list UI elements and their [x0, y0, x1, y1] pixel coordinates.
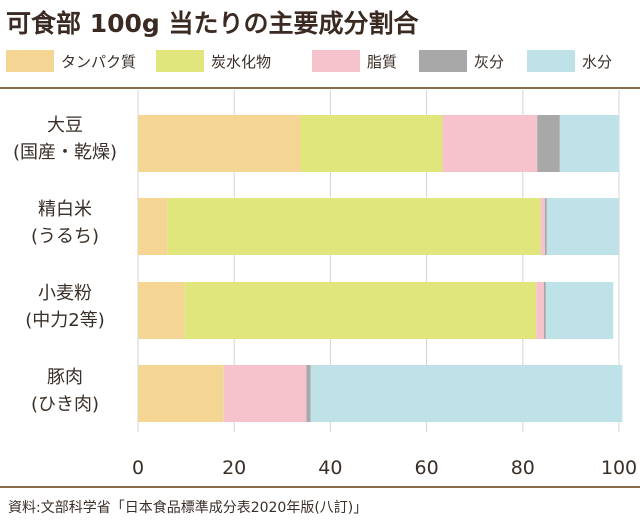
bar-segment-pork-protein [138, 365, 224, 422]
legend: タンパク質 炭水化物 脂質 灰分 水分 [6, 50, 612, 72]
bar-segment-flour-fat [536, 282, 544, 339]
legend-item-ash: 灰分 [419, 50, 527, 72]
legend-item-fat: 脂質 [312, 50, 419, 72]
category-label-soybean-line2: (国産・乾燥) [12, 142, 118, 163]
bar-segment-pork-fat [223, 365, 307, 422]
bar-segment-soybean-protein [138, 115, 301, 172]
bar-segment-flour-carbohydrate [184, 282, 537, 339]
legend-label-water: 水分 [582, 52, 613, 71]
legend-label-carbohydrate: 炭水化物 [211, 52, 272, 71]
category-label-soybean: 大豆 (国産・乾燥) [0, 112, 130, 166]
top-rule [0, 87, 640, 89]
legend-item-carbohydrate: 炭水化物 [156, 50, 312, 72]
x-tick-label-0: 0 [132, 457, 144, 479]
bar-segment-rice-water [546, 198, 619, 255]
category-label-soybean-line1: 大豆 [47, 115, 83, 136]
bar-segment-flour-water [545, 282, 614, 339]
bar-segment-soybean-ash [537, 115, 560, 172]
category-label-pork: 豚肉 (ひき肉) [0, 364, 130, 418]
x-tick-label-60: 60 [415, 457, 439, 479]
legend-item-protein: タンパク質 [6, 50, 156, 72]
chart-title: 可食部 100g 当たりの主要成分割合 [6, 9, 419, 38]
x-tick-label-40: 40 [318, 457, 342, 479]
legend-swatch-ash [419, 50, 467, 72]
legend-swatch-protein [6, 50, 54, 72]
category-label-rice: 精白米 (うるち) [0, 196, 130, 250]
bar-segment-rice-fat [540, 198, 545, 255]
category-label-pork-line2: (ひき肉) [30, 394, 100, 415]
x-tick-label-20: 20 [222, 457, 246, 479]
bar-segment-soybean-water [559, 115, 620, 172]
legend-swatch-water [527, 50, 575, 72]
bar-segment-flour-protein [138, 282, 185, 339]
x-tick-label-80: 80 [511, 457, 535, 479]
legend-label-fat: 脂質 [367, 52, 398, 71]
legend-label-protein: タンパク質 [61, 52, 137, 71]
legend-swatch-fat [312, 50, 360, 72]
stacked-bar-chart: 0 20 40 60 80 100 [132, 90, 637, 479]
bar-segment-soybean-fat [442, 115, 538, 172]
bar-segment-pork-ash [306, 365, 311, 422]
legend-swatch-carbohydrate [156, 50, 204, 72]
bar-segment-flour-ash [543, 282, 546, 339]
bar-segment-rice-carbohydrate [167, 198, 541, 255]
category-label-rice-line1: 精白米 [38, 199, 92, 220]
category-label-flour-line2: (中力2等) [25, 310, 105, 331]
category-label-flour: 小麦粉 (中力2等) [0, 280, 130, 334]
legend-item-water: 水分 [527, 50, 612, 72]
source-footnote: 資料:文部科学省「日本食品標準成分表2020年版(八訂)」 [8, 500, 368, 516]
bar-segment-pork-water [310, 365, 623, 422]
legend-label-ash: 灰分 [474, 52, 505, 71]
category-label-flour-line1: 小麦粉 [38, 283, 92, 304]
x-tick-label-100: 100 [601, 457, 637, 479]
category-label-pork-line1: 豚肉 [47, 367, 83, 388]
bar-segment-soybean-carbohydrate [300, 115, 443, 172]
category-label-rice-line2: (うるち) [30, 226, 100, 247]
bar-segment-rice-ash [544, 198, 547, 255]
bottom-rule [0, 486, 640, 488]
bar-segment-rice-protein [138, 198, 168, 255]
